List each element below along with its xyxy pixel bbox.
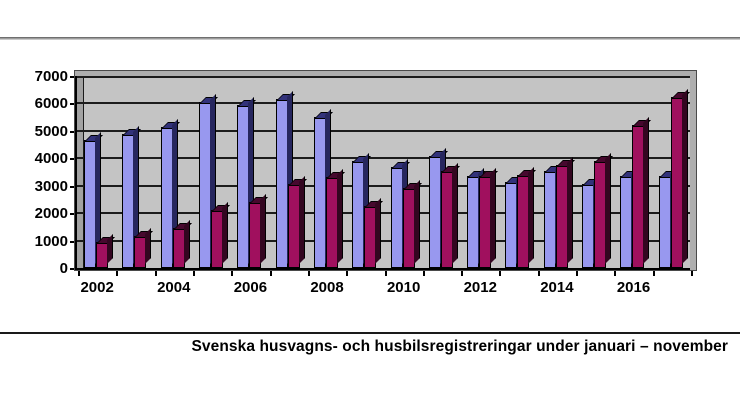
gridline-1000 xyxy=(77,239,690,242)
x-axis-tick xyxy=(231,271,233,276)
bar-right-magenta-bars-2006 xyxy=(249,202,262,268)
bar-left-purple-bars-2014 xyxy=(543,171,556,268)
bar-left-purple-bars-2017 xyxy=(658,176,671,268)
bar-right-magenta-bars-2014 xyxy=(555,165,568,268)
gridline-4000 xyxy=(77,157,690,160)
bar-right-magenta-bars-2012 xyxy=(479,176,492,268)
y-axis-label-0: 0 xyxy=(59,260,68,277)
x-axis-tick xyxy=(346,271,348,276)
gridline-5000 xyxy=(77,129,690,132)
gridline-2000 xyxy=(77,212,690,215)
y-axis-tick xyxy=(70,268,75,270)
x-axis-tick xyxy=(423,271,425,276)
bar-right-magenta-bars-2015 xyxy=(594,161,607,268)
bar-left-purple-bars-2013 xyxy=(505,182,518,268)
bar-left-purple-bars-2004 xyxy=(160,127,173,268)
x-axis-tick xyxy=(653,271,655,276)
bar-left-purple-bars-2010 xyxy=(390,167,403,268)
y-axis-tick xyxy=(70,185,75,188)
x-axis-tick xyxy=(193,271,195,276)
bar-left-purple-bars-2007 xyxy=(275,99,288,268)
plot-wall-bezel xyxy=(74,70,697,271)
x-axis-tick xyxy=(385,271,387,276)
bar-right-magenta-bars-2008 xyxy=(325,177,338,268)
x-axis-label-2004: 2004 xyxy=(157,279,191,296)
x-axis-label-2006: 2006 xyxy=(233,279,268,296)
x-axis-tick xyxy=(308,271,310,276)
bar-right-magenta-bars-2002 xyxy=(96,242,108,268)
bar-right-magenta-bars-2004 xyxy=(172,228,185,268)
x-axis-tick xyxy=(499,271,501,276)
x-axis-tick xyxy=(538,271,540,276)
bar-right-magenta-bars-2017 xyxy=(670,97,683,268)
plot-area xyxy=(75,76,690,270)
x-axis-tick xyxy=(576,271,578,276)
chart-caption: Svenska husvagns- och husbilsregistrerin… xyxy=(191,338,728,355)
bar-left-purple-bars-2012 xyxy=(467,176,480,268)
gridline-6000 xyxy=(77,102,690,105)
bar-left-purple-bars-2006 xyxy=(237,105,250,268)
bar-left-purple-bars-2008 xyxy=(313,117,326,268)
y-axis-label-2000: 2000 xyxy=(34,205,68,223)
bar-right-magenta-bars-2005 xyxy=(210,210,223,268)
x-axis-label-2016: 2016 xyxy=(616,279,651,296)
caption-rule: Svenska husvagns- och husbilsregistrerin… xyxy=(0,332,740,356)
y-axis-label-1000: 1000 xyxy=(34,232,68,250)
x-axis-tick xyxy=(155,271,157,276)
y-axis-label-4000: 4000 xyxy=(34,150,68,168)
gridline-7000 xyxy=(77,76,690,78)
bar-right-magenta-bars-2003 xyxy=(134,236,147,268)
x-axis-label-2014: 2014 xyxy=(540,279,574,296)
bar-left-purple-bars-2015 xyxy=(582,184,595,268)
x-axis-label-2010: 2010 xyxy=(386,279,421,296)
y-axis-tick xyxy=(70,213,75,216)
bar-right-magenta-bars-2010 xyxy=(402,188,415,268)
gridline-3000 xyxy=(77,184,690,187)
bar-left-purple-bars-2002 xyxy=(84,140,96,268)
x-axis-tick xyxy=(116,271,118,276)
bar-right-magenta-bars-2011 xyxy=(440,171,453,268)
bar-left-purple-bars-2016 xyxy=(620,176,633,268)
bar-chart: 0 1000 2000 3000 4000 5000 6000 7000 2002 2004 20… xyxy=(24,68,724,308)
bar-right-magenta-bars-2013 xyxy=(517,175,530,268)
bar-left-purple-bars-2009 xyxy=(352,161,365,268)
bar-left-purple-bars-2011 xyxy=(428,156,441,268)
x-axis-tick xyxy=(78,271,80,276)
y-axis-tick xyxy=(70,240,75,243)
y-axis-tick xyxy=(70,130,75,133)
y-axis-tick xyxy=(70,76,75,78)
top-horizontal-rule xyxy=(0,37,740,40)
y-axis-label-6000: 6000 xyxy=(34,95,68,113)
bar-right-magenta-bars-2009 xyxy=(364,206,377,268)
x-axis-tick xyxy=(614,271,616,276)
x-axis-label-2012: 2012 xyxy=(463,279,497,296)
x-axis-tick xyxy=(691,271,693,276)
bar-left-purple-bars-2003 xyxy=(122,134,135,268)
x-axis-tick xyxy=(270,271,272,276)
x-axis-label-2008: 2008 xyxy=(310,279,344,296)
bar-right-magenta-bars-2016 xyxy=(632,125,645,268)
y-axis-label-7000: 7000 xyxy=(34,68,68,85)
y-axis-tick xyxy=(70,103,75,106)
x-axis-tick xyxy=(461,271,463,276)
y-axis-label-5000: 5000 xyxy=(34,122,68,140)
bar-left-purple-bars-2005 xyxy=(198,102,211,268)
y-axis-label-3000: 3000 xyxy=(34,177,68,195)
x-axis-label-2002: 2002 xyxy=(80,279,114,296)
y-axis-tick xyxy=(70,158,75,161)
bar-right-magenta-bars-2007 xyxy=(287,184,300,268)
